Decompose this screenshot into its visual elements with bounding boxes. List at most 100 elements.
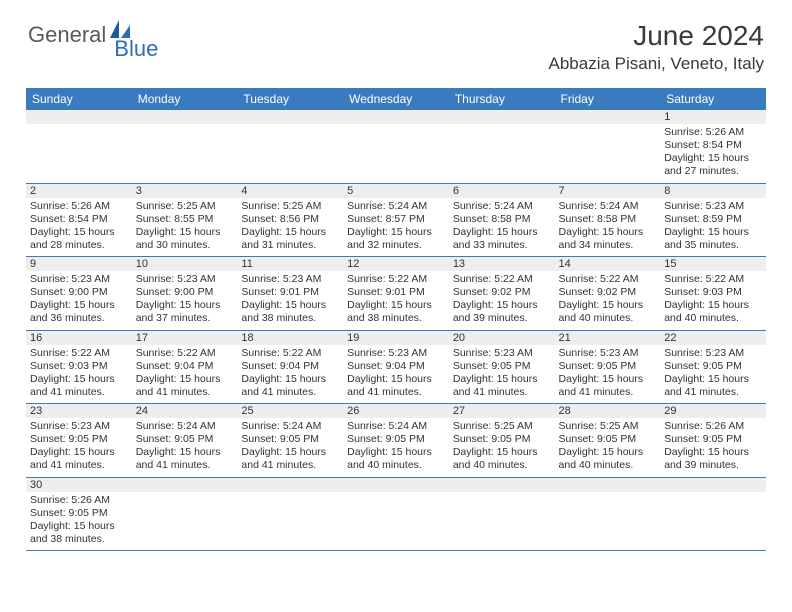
day-number-cell: 30 — [26, 477, 132, 492]
day-cell: Sunrise: 5:26 AMSunset: 8:54 PMDaylight:… — [26, 198, 132, 257]
day-info-d2: and 39 minutes. — [453, 312, 551, 325]
day-number-cell: 8 — [660, 183, 766, 198]
week-content-row: Sunrise: 5:26 AMSunset: 8:54 PMDaylight:… — [26, 124, 766, 183]
day-info-sr: Sunrise: 5:23 AM — [241, 273, 339, 286]
day-info-d2: and 30 minutes. — [136, 239, 234, 252]
day-info-ss: Sunset: 9:00 PM — [136, 286, 234, 299]
day-cell — [26, 124, 132, 183]
day-number-cell: 20 — [449, 330, 555, 345]
day-header-cell: Wednesday — [343, 88, 449, 110]
day-header-row: SundayMondayTuesdayWednesdayThursdayFrid… — [26, 88, 766, 110]
day-info-d1: Daylight: 15 hours — [136, 299, 234, 312]
day-cell — [449, 492, 555, 551]
day-info-d2: and 38 minutes. — [30, 533, 128, 546]
day-info-d2: and 32 minutes. — [347, 239, 445, 252]
day-info-ss: Sunset: 8:54 PM — [664, 139, 762, 152]
day-info-d1: Daylight: 15 hours — [347, 226, 445, 239]
day-info-ss: Sunset: 8:58 PM — [559, 213, 657, 226]
day-number-cell: 1 — [660, 110, 766, 124]
day-number-cell — [449, 110, 555, 124]
day-info-sr: Sunrise: 5:24 AM — [453, 200, 551, 213]
day-info-d1: Daylight: 15 hours — [30, 446, 128, 459]
day-info-d1: Daylight: 15 hours — [559, 373, 657, 386]
day-info-d1: Daylight: 15 hours — [559, 299, 657, 312]
day-info-d1: Daylight: 15 hours — [559, 226, 657, 239]
day-cell — [343, 124, 449, 183]
day-info-d1: Daylight: 15 hours — [664, 152, 762, 165]
day-cell: Sunrise: 5:24 AMSunset: 9:05 PMDaylight:… — [237, 418, 343, 477]
day-info-sr: Sunrise: 5:22 AM — [453, 273, 551, 286]
day-cell: Sunrise: 5:23 AMSunset: 9:05 PMDaylight:… — [449, 345, 555, 404]
day-cell: Sunrise: 5:22 AMSunset: 9:04 PMDaylight:… — [132, 345, 238, 404]
day-cell: Sunrise: 5:23 AMSunset: 9:00 PMDaylight:… — [26, 271, 132, 330]
day-number-cell: 5 — [343, 183, 449, 198]
day-info-ss: Sunset: 9:04 PM — [241, 360, 339, 373]
day-info-sr: Sunrise: 5:22 AM — [347, 273, 445, 286]
day-cell — [660, 492, 766, 551]
day-info-ss: Sunset: 9:01 PM — [241, 286, 339, 299]
day-cell: Sunrise: 5:26 AMSunset: 8:54 PMDaylight:… — [660, 124, 766, 183]
day-cell: Sunrise: 5:25 AMSunset: 9:05 PMDaylight:… — [555, 418, 661, 477]
day-info-d1: Daylight: 15 hours — [136, 373, 234, 386]
day-info-d2: and 41 minutes. — [453, 386, 551, 399]
day-header-cell: Tuesday — [237, 88, 343, 110]
day-header-cell: Saturday — [660, 88, 766, 110]
day-info-ss: Sunset: 9:05 PM — [664, 433, 762, 446]
week-content-row: Sunrise: 5:26 AMSunset: 8:54 PMDaylight:… — [26, 198, 766, 257]
day-number-cell: 27 — [449, 404, 555, 419]
day-cell: Sunrise: 5:25 AMSunset: 8:55 PMDaylight:… — [132, 198, 238, 257]
day-info-d1: Daylight: 15 hours — [241, 226, 339, 239]
day-info-ss: Sunset: 8:55 PM — [136, 213, 234, 226]
day-info-d2: and 41 minutes. — [347, 386, 445, 399]
day-info-sr: Sunrise: 5:24 AM — [347, 200, 445, 213]
day-info-sr: Sunrise: 5:25 AM — [136, 200, 234, 213]
day-number-cell — [132, 110, 238, 124]
day-info-sr: Sunrise: 5:23 AM — [664, 347, 762, 360]
day-cell: Sunrise: 5:24 AMSunset: 9:05 PMDaylight:… — [343, 418, 449, 477]
day-info-ss: Sunset: 9:03 PM — [30, 360, 128, 373]
day-info-d1: Daylight: 15 hours — [241, 373, 339, 386]
day-info-ss: Sunset: 9:02 PM — [453, 286, 551, 299]
day-info-sr: Sunrise: 5:22 AM — [136, 347, 234, 360]
day-info-d2: and 41 minutes. — [664, 386, 762, 399]
day-info-d2: and 41 minutes. — [559, 386, 657, 399]
day-info-d2: and 27 minutes. — [664, 165, 762, 178]
day-cell: Sunrise: 5:22 AMSunset: 9:03 PMDaylight:… — [26, 345, 132, 404]
day-info-ss: Sunset: 9:05 PM — [136, 433, 234, 446]
day-number-cell: 18 — [237, 330, 343, 345]
day-info-d1: Daylight: 15 hours — [664, 373, 762, 386]
day-number-cell: 24 — [132, 404, 238, 419]
day-info-sr: Sunrise: 5:24 AM — [347, 420, 445, 433]
week-content-row: Sunrise: 5:26 AMSunset: 9:05 PMDaylight:… — [26, 492, 766, 551]
day-info-ss: Sunset: 8:57 PM — [347, 213, 445, 226]
day-number-cell: 11 — [237, 257, 343, 272]
day-info-d2: and 33 minutes. — [453, 239, 551, 252]
day-info-d2: and 41 minutes. — [30, 386, 128, 399]
day-info-ss: Sunset: 9:01 PM — [347, 286, 445, 299]
day-info-ss: Sunset: 9:00 PM — [30, 286, 128, 299]
day-number-cell — [555, 110, 661, 124]
day-info-ss: Sunset: 8:54 PM — [30, 213, 128, 226]
day-number-cell — [26, 110, 132, 124]
day-info-d2: and 40 minutes. — [559, 459, 657, 472]
day-cell: Sunrise: 5:24 AMSunset: 9:05 PMDaylight:… — [132, 418, 238, 477]
day-cell: Sunrise: 5:24 AMSunset: 8:58 PMDaylight:… — [449, 198, 555, 257]
day-number-row: 1 — [26, 110, 766, 124]
day-cell: Sunrise: 5:23 AMSunset: 9:05 PMDaylight:… — [26, 418, 132, 477]
day-info-d1: Daylight: 15 hours — [241, 446, 339, 459]
day-cell: Sunrise: 5:23 AMSunset: 9:05 PMDaylight:… — [555, 345, 661, 404]
day-info-ss: Sunset: 9:02 PM — [559, 286, 657, 299]
brand-text-blue: Blue — [114, 36, 158, 62]
day-info-ss: Sunset: 9:05 PM — [241, 433, 339, 446]
day-cell: Sunrise: 5:26 AMSunset: 9:05 PMDaylight:… — [26, 492, 132, 551]
day-number-cell — [237, 477, 343, 492]
day-number-cell — [449, 477, 555, 492]
day-number-cell: 3 — [132, 183, 238, 198]
day-info-d2: and 37 minutes. — [136, 312, 234, 325]
day-info-d2: and 35 minutes. — [664, 239, 762, 252]
day-info-ss: Sunset: 9:04 PM — [347, 360, 445, 373]
day-number-cell: 16 — [26, 330, 132, 345]
day-info-ss: Sunset: 8:58 PM — [453, 213, 551, 226]
day-info-sr: Sunrise: 5:22 AM — [30, 347, 128, 360]
day-info-sr: Sunrise: 5:23 AM — [559, 347, 657, 360]
